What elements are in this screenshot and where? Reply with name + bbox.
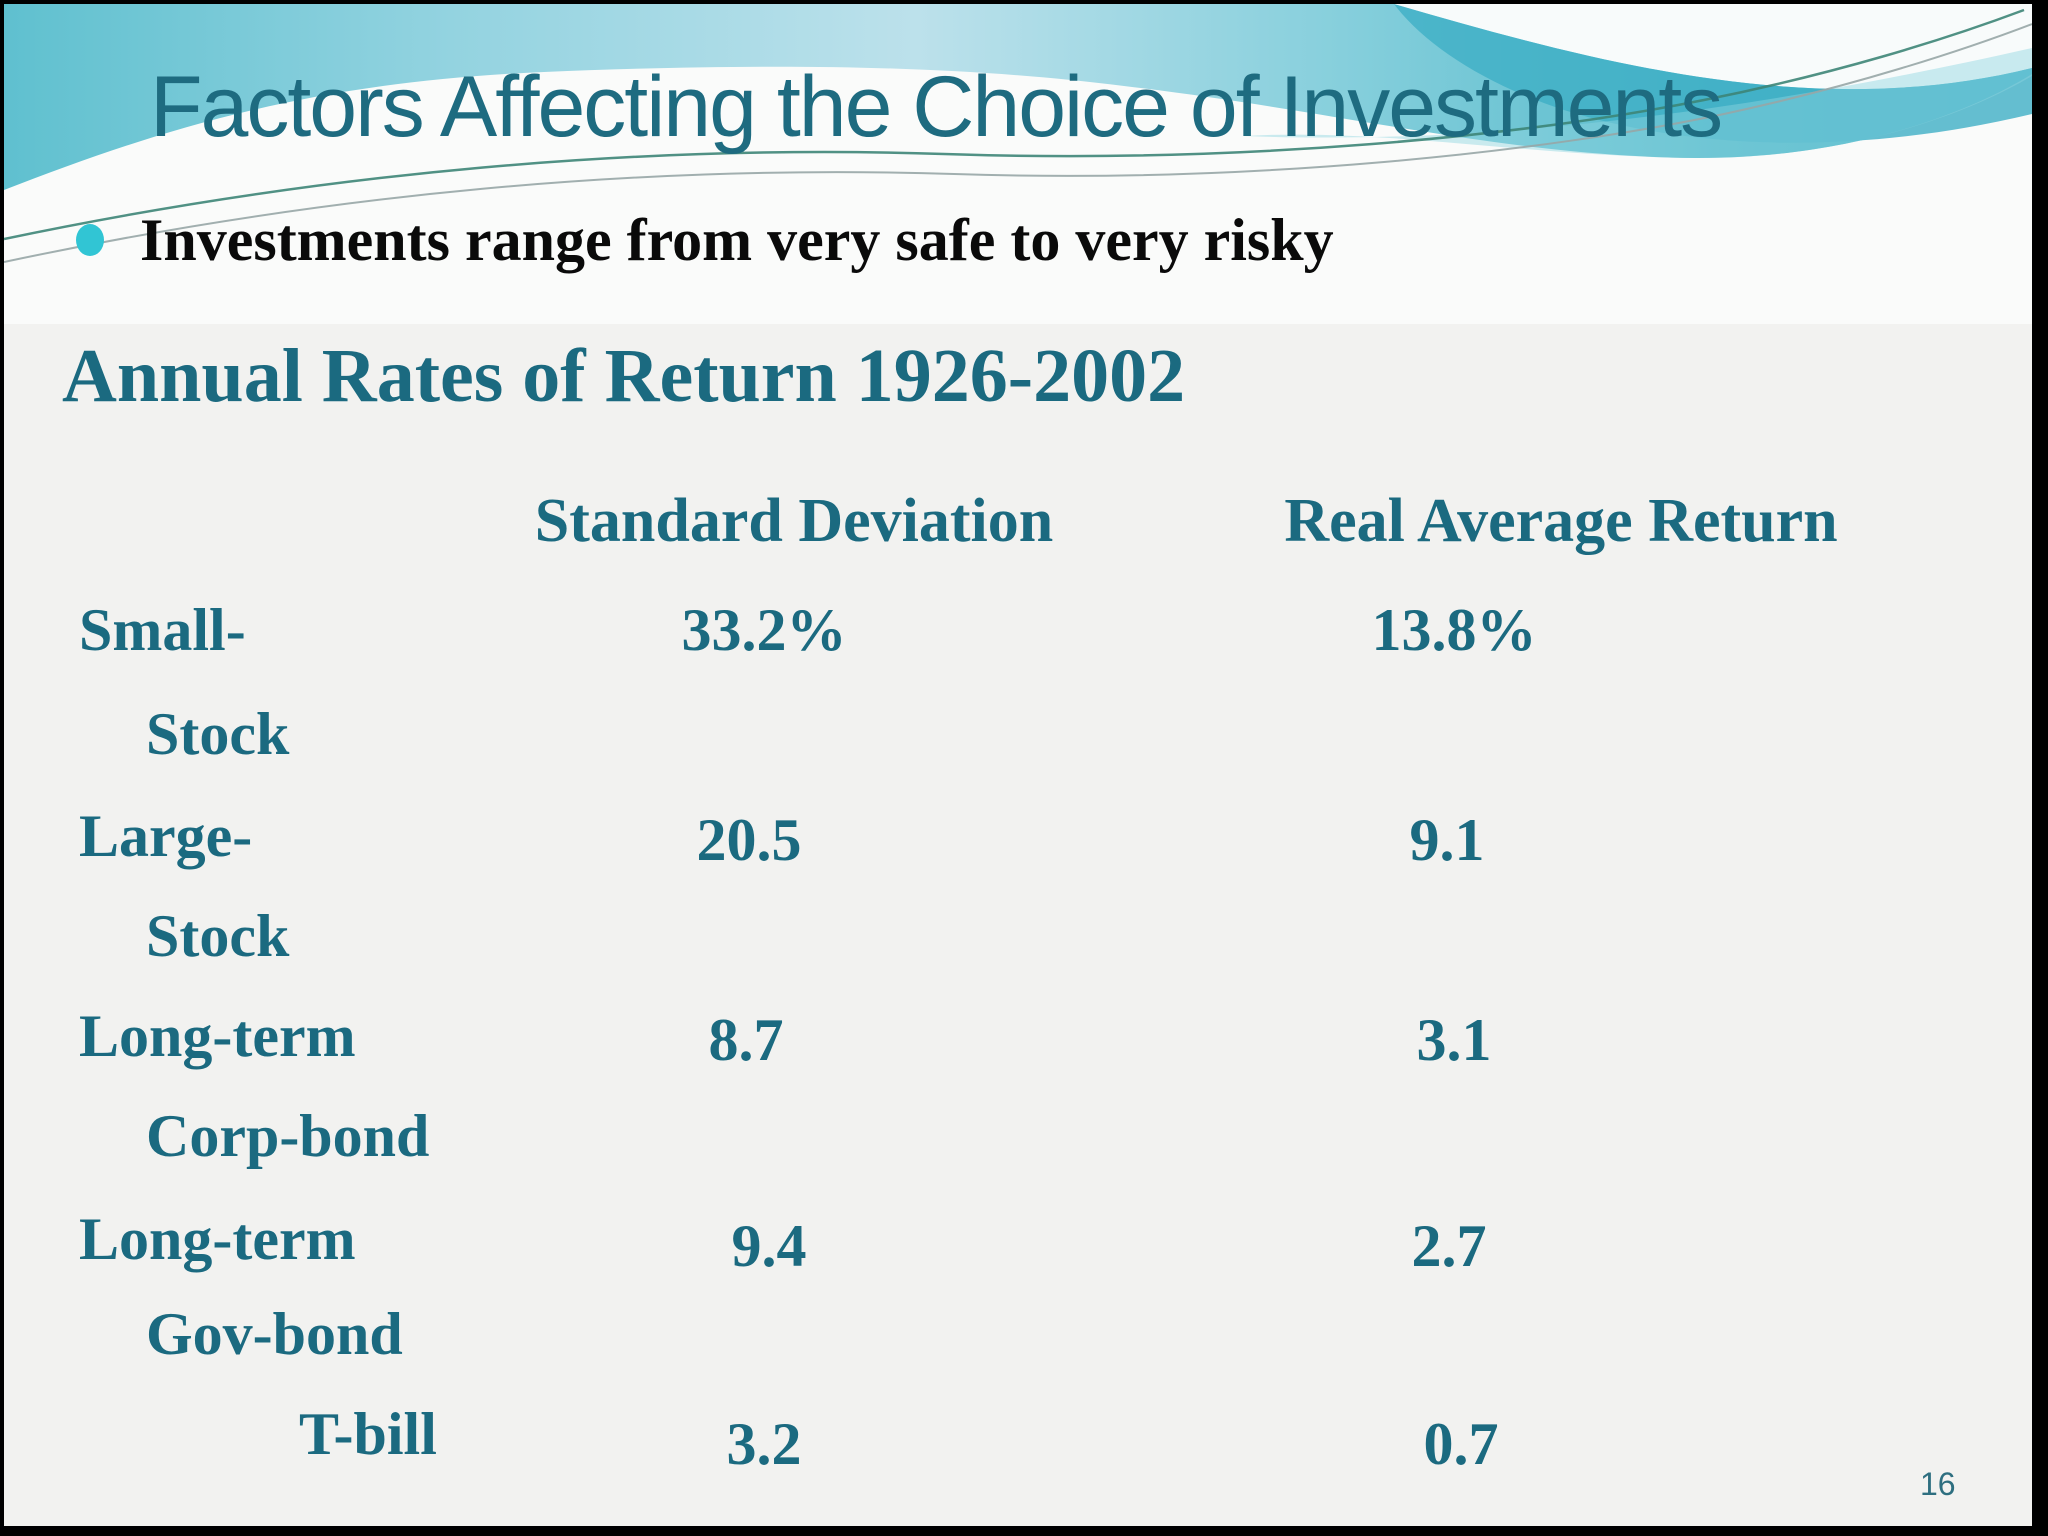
bullet-text: Investments range from very safe to very… xyxy=(140,207,1334,273)
column-header-standard-deviation: Standard Deviation xyxy=(534,487,1054,555)
real-return-value: 3.1 xyxy=(1416,1007,1492,1073)
std-dev-value: 33.2% xyxy=(681,597,847,663)
wave-thin-line-green xyxy=(4,8,2025,241)
bullet-item: Investments range from very safe to very… xyxy=(76,210,1876,270)
std-dev-value: 9.4 xyxy=(731,1213,807,1279)
row-label-line2: Stock xyxy=(146,701,290,767)
real-return-value: 9.1 xyxy=(1409,807,1485,873)
wave-light-band xyxy=(1244,48,2032,159)
slide: Factors Affecting the Choice of Investme… xyxy=(4,4,2032,1526)
row-label: Long-term xyxy=(79,1206,356,1272)
row-label: T-bill xyxy=(299,1401,437,1467)
row-label-line2: Gov-bond xyxy=(146,1301,403,1367)
row-label-line2: Stock xyxy=(146,903,290,969)
page-number: 16 xyxy=(1920,1466,1956,1502)
round-bullet-icon xyxy=(76,224,104,256)
slide-title: Factors Affecting the Choice of Investme… xyxy=(150,59,1723,155)
header-wave-decoration xyxy=(4,4,2032,324)
real-return-value: 0.7 xyxy=(1423,1411,1499,1477)
wave-top-right-wedge xyxy=(1394,4,2032,90)
std-dev-value: 3.2 xyxy=(726,1411,802,1477)
row-label: Long-term xyxy=(79,1003,356,1069)
row-label: Large- xyxy=(79,803,253,869)
std-dev-value: 20.5 xyxy=(696,807,802,873)
wave-thin-line-gray xyxy=(4,23,2032,263)
real-return-value: 2.7 xyxy=(1411,1213,1487,1279)
table-title: Annual Rates of Return 1926-2002 xyxy=(62,334,1186,418)
row-label: Small- xyxy=(79,597,246,663)
std-dev-value: 8.7 xyxy=(708,1007,784,1073)
wave-white-swoosh xyxy=(4,66,2032,324)
real-return-value: 13.8% xyxy=(1371,597,1537,663)
row-label-line2: Corp-bond xyxy=(146,1103,430,1169)
column-header-real-average-return: Real Average Return xyxy=(1284,487,1838,555)
wave-teal-band xyxy=(1394,4,2032,143)
